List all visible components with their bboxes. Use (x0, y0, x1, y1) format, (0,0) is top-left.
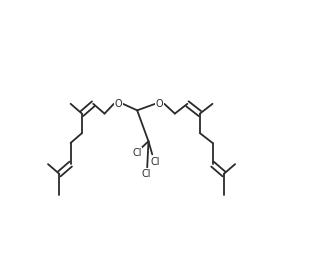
Text: Cl: Cl (150, 157, 159, 167)
Text: Cl: Cl (141, 169, 151, 179)
Text: Cl: Cl (133, 148, 142, 158)
Text: O: O (114, 99, 122, 109)
Text: O: O (156, 99, 164, 109)
